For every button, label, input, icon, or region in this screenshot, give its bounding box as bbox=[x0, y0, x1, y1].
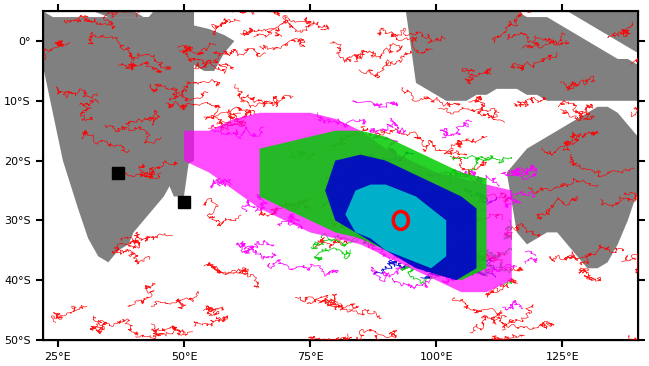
Polygon shape bbox=[426, 11, 638, 53]
Polygon shape bbox=[93, 11, 234, 71]
Polygon shape bbox=[43, 11, 194, 262]
Polygon shape bbox=[184, 113, 512, 292]
Polygon shape bbox=[345, 184, 447, 268]
Polygon shape bbox=[260, 131, 487, 280]
Polygon shape bbox=[406, 11, 638, 101]
Polygon shape bbox=[325, 155, 476, 280]
Polygon shape bbox=[507, 107, 638, 268]
Polygon shape bbox=[149, 101, 189, 197]
